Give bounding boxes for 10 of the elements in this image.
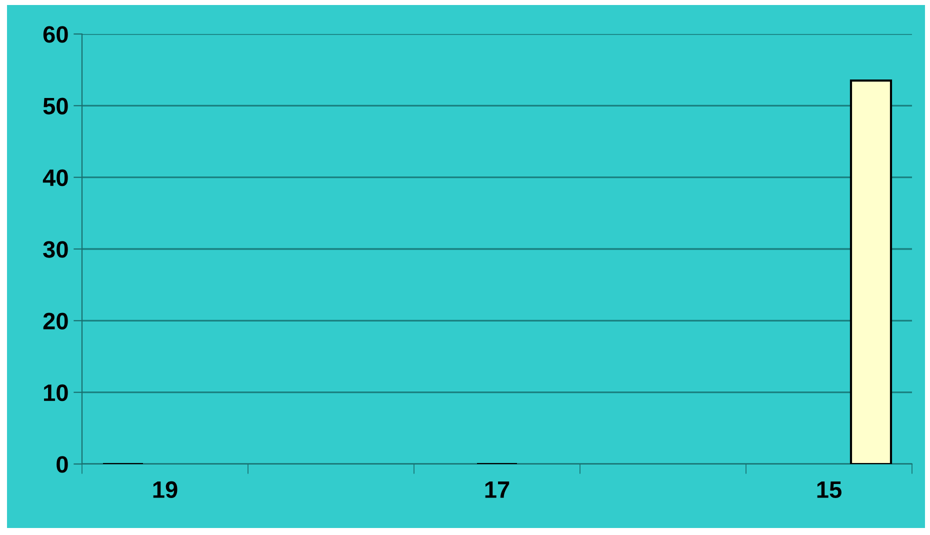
y-tick-label: 40 [42,169,68,186]
y-tick-label: 10 [44,384,68,402]
y-tick-label: 20 [43,312,68,330]
y-tick-label: 30 [43,241,68,258]
x-tick-label: 17 [485,482,510,498]
x-tick-label: 15 [817,482,842,498]
y-tick-label: 0 [56,456,68,473]
y-tick-label: 50 [43,98,68,114]
x-tick-label: 19 [153,481,178,498]
y-tick-label: 60 [43,26,68,43]
